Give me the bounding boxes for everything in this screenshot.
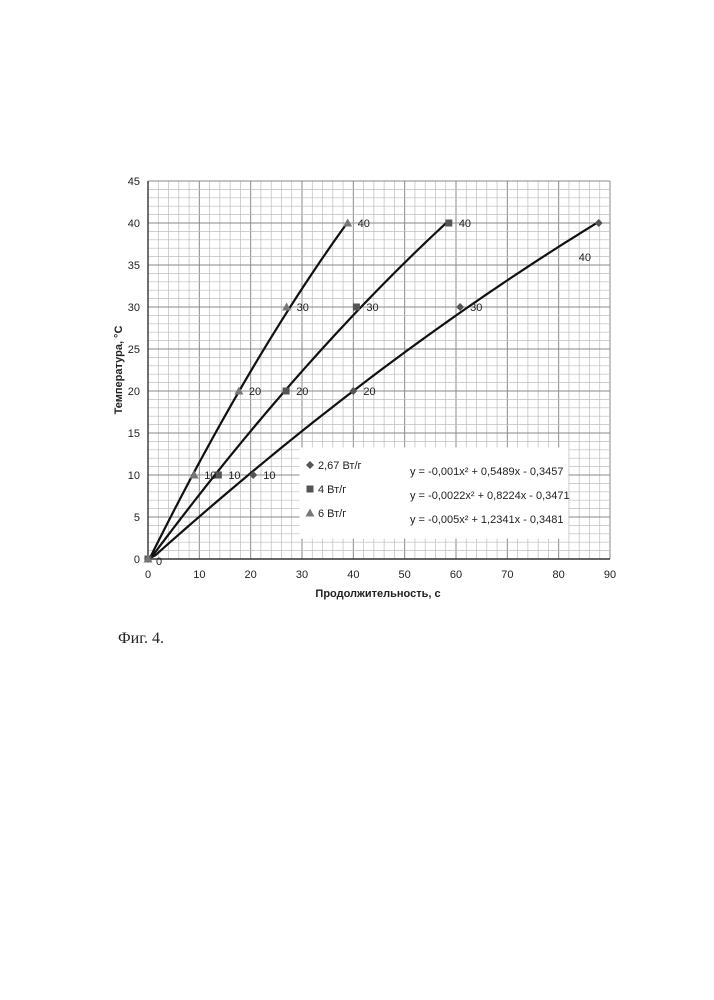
x-tick-label: 70 (501, 569, 513, 581)
x-tick-label: 0 (145, 569, 151, 581)
y-tick-label: 20 (128, 386, 140, 398)
x-tick-label: 60 (450, 569, 462, 581)
data-label-series-2: 20 (296, 386, 308, 398)
y-axis-title: Температура, °С (113, 326, 125, 415)
legend-label-series-3: 6 Вт/г (318, 508, 346, 520)
data-label-series-3: 40 (358, 218, 370, 230)
data-label-series-3: 20 (249, 386, 261, 398)
x-axis-title: Продолжительность, с (315, 588, 440, 600)
figure-caption: Фиг. 4. (118, 630, 164, 648)
y-tick-label: 15 (128, 428, 140, 440)
y-tick-label: 40 (128, 218, 140, 230)
equation-series-3: y = -0,005x² + 1,2341x - 0,3481 (410, 514, 564, 526)
x-tick-label: 90 (604, 569, 616, 581)
x-tick-label: 30 (296, 569, 308, 581)
data-label-series-1: 10 (263, 470, 275, 482)
legend-items: 2,67 Вт/г y = -0,001x² + 0,5489x - 0,3457… (306, 460, 570, 526)
data-label-series-3: 10 (204, 470, 216, 482)
y-tick-label: 10 (128, 470, 140, 482)
data-label-series-3: 0 (156, 556, 162, 568)
legend-label-series-1: 2,67 Вт/г (318, 460, 362, 472)
data-point-series-1 (595, 219, 603, 227)
data-label-series-1: 20 (363, 386, 375, 398)
data-point-series-2 (445, 220, 452, 227)
legend-marker-series-2 (307, 486, 314, 493)
y-tick-label: 30 (128, 302, 140, 314)
data-label-series-1: 30 (470, 302, 482, 314)
data-label-series-2: 30 (366, 302, 378, 314)
data-label-series-1: 40 (579, 252, 591, 264)
equation-series-1: y = -0,001x² + 0,5489x - 0,3457 (410, 466, 564, 478)
data-point-series-2 (283, 388, 290, 395)
y-tick-label: 45 (128, 176, 140, 188)
x-tick-label: 80 (553, 569, 565, 581)
x-tick-label: 50 (399, 569, 411, 581)
x-tick-label: 20 (245, 569, 257, 581)
data-point-series-2 (353, 304, 360, 311)
legend-label-series-2: 4 Вт/г (318, 484, 346, 496)
equation-series-2: y = -0,0022x² + 0,8224x - 0,3471 (410, 490, 570, 502)
data-label-series-2: 10 (228, 470, 240, 482)
legend: 2,67 Вт/г y = -0,001x² + 0,5489x - 0,3457… (300, 448, 570, 538)
x-tick-label: 40 (347, 569, 359, 581)
y-tick-label: 5 (134, 512, 140, 524)
y-tick-label: 0 (134, 554, 140, 566)
y-tick-label: 35 (128, 260, 140, 272)
y-tick-label: 25 (128, 344, 140, 356)
data-label-series-3: 30 (297, 302, 309, 314)
data-label-series-2: 40 (459, 218, 471, 230)
x-tick-label: 10 (193, 569, 205, 581)
